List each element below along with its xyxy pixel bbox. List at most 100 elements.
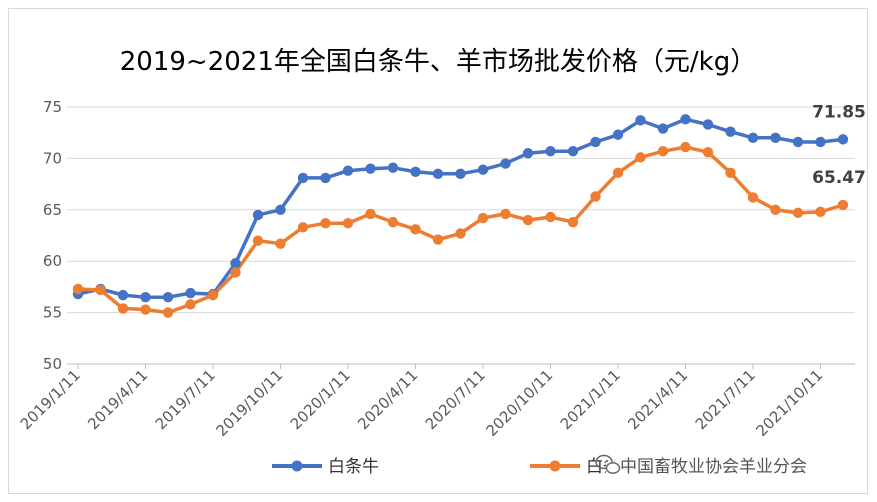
- data-point: [590, 136, 601, 148]
- data-point: [657, 123, 669, 134]
- y-tick-label: 55: [43, 304, 62, 322]
- data-point: [477, 164, 489, 175]
- data-point: [410, 166, 421, 177]
- y-tick-label: 70: [43, 149, 62, 167]
- data-point: [477, 212, 489, 224]
- data-point: [185, 299, 196, 310]
- data-point: [545, 146, 556, 157]
- data-point: [230, 258, 241, 269]
- data-point: [455, 228, 466, 239]
- data-point: [320, 217, 331, 229]
- x-tick-label: 2021/1/11: [557, 366, 624, 433]
- data-point: [207, 289, 219, 301]
- data-point: [770, 132, 781, 144]
- x-tick-label: 2019/4/11: [84, 366, 151, 433]
- data-labels: 71.85 65.47: [812, 102, 866, 188]
- x-tick-label: 2020/10/11: [482, 366, 556, 440]
- data-point: [162, 291, 174, 303]
- data-point: [252, 235, 264, 246]
- data-point: [837, 134, 849, 145]
- data-point: [635, 152, 646, 163]
- x-tick-label: 2021/4/11: [624, 366, 691, 433]
- x-tick-label: 2020/4/11: [354, 366, 421, 433]
- data-point: [747, 132, 759, 144]
- legend-item-series1: 白条牛: [272, 457, 379, 477]
- chart-title: 2019~2021年全国白条牛、羊市场批发价格（元/kg）: [120, 47, 756, 77]
- data-point: [702, 119, 714, 130]
- data-point: [792, 207, 804, 219]
- watermark-background: [606, 452, 852, 478]
- data-label: 71.85: [812, 102, 866, 122]
- grid: [67, 106, 855, 365]
- data-point: [657, 146, 669, 157]
- legend-marker-series1: [291, 460, 303, 472]
- data-point: [567, 216, 579, 228]
- data-point: [815, 206, 826, 218]
- data-point: [725, 167, 736, 178]
- data-point: [815, 136, 826, 148]
- data-point: [275, 238, 286, 249]
- data-point: [635, 115, 646, 126]
- data-point: [725, 126, 736, 137]
- legend-marker-series2: [549, 460, 561, 472]
- data-point: [140, 304, 151, 315]
- x-tick-label: 2020/1/11: [287, 366, 354, 433]
- data-point: [522, 214, 534, 226]
- data-point: [275, 204, 286, 215]
- watermark-text: 中国畜牧业协会羊业分会: [620, 457, 807, 477]
- data-point: [342, 165, 354, 176]
- x-tick-label: 2019/10/11: [212, 366, 286, 440]
- data-point: [432, 168, 444, 180]
- data-label: 65.47: [812, 168, 866, 188]
- data-point: [117, 303, 129, 314]
- x-tick-label: 2020/7/11: [422, 366, 489, 433]
- data-point: [432, 234, 444, 245]
- data-point: [140, 291, 151, 303]
- y-tick-label: 60: [43, 252, 62, 270]
- data-point: [545, 211, 556, 223]
- data-point: [117, 289, 129, 301]
- y-tick-label: 50: [43, 355, 62, 373]
- chart-frame: [8, 8, 868, 494]
- data-point: [500, 158, 511, 169]
- y-tick-label: 65: [43, 201, 62, 219]
- data-point: [95, 284, 106, 296]
- data-point: [770, 204, 781, 215]
- data-point: [252, 209, 264, 221]
- x-tick-label: 2021/7/11: [692, 366, 759, 433]
- data-point: [747, 192, 759, 203]
- data-point: [365, 208, 376, 220]
- data-point: [455, 168, 466, 180]
- data-point: [702, 147, 714, 158]
- data-point: [387, 162, 399, 173]
- data-point: [162, 307, 174, 318]
- data-point: [500, 208, 511, 220]
- data-point: [297, 222, 309, 233]
- data-point: [342, 217, 354, 229]
- data-point: [365, 163, 376, 174]
- data-point: [72, 283, 84, 295]
- data-point: [792, 136, 804, 148]
- x-tick-label: 2021/10/11: [752, 366, 826, 440]
- data-point: [612, 167, 624, 178]
- watermark: 中国畜牧业协会羊业分会: [595, 452, 852, 478]
- series-line-1: [77, 117, 844, 299]
- data-point: [387, 216, 399, 228]
- series: [72, 114, 849, 318]
- data-point: [230, 267, 241, 278]
- legend: 白条牛 白条羊: [272, 457, 637, 477]
- data-point: [320, 172, 331, 184]
- data-point: [410, 224, 421, 235]
- data-point: [185, 287, 196, 299]
- x-tick-label: 2019/7/11: [152, 366, 219, 433]
- wechat-icon: [595, 454, 621, 474]
- data-point: [567, 146, 579, 157]
- data-point: [837, 199, 849, 211]
- x-tick-label: 2019/1/11: [17, 366, 84, 433]
- data-point: [590, 191, 601, 202]
- y-axis: 50 55 60 65 70 75: [43, 98, 62, 373]
- y-tick-label: 75: [43, 98, 62, 116]
- data-point: [680, 114, 691, 125]
